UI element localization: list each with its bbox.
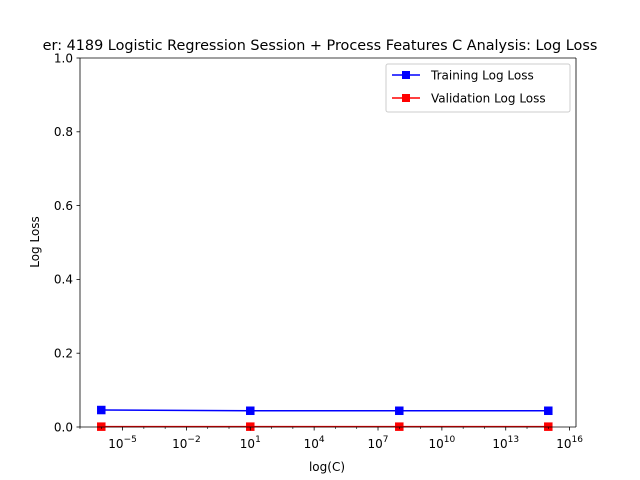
x-tick-label: 10−2: [172, 435, 201, 451]
y-tick-label: 0.2: [54, 347, 73, 361]
y-tick-label: 0.0: [54, 420, 73, 434]
y-tick-label: 0.6: [54, 199, 73, 213]
x-axis-label: log(C): [309, 460, 345, 474]
y-tick-label: 0.8: [54, 125, 73, 139]
plot-area: [80, 58, 576, 427]
plot-background: [80, 58, 576, 427]
y-tick-label: 0.4: [54, 273, 73, 287]
legend: Training Log Loss Validation Log Loss: [385, 63, 571, 113]
x-tick-label: 104: [304, 435, 325, 451]
x-axis-ticks: 10−5 10−2 101 104 107 1010 1013 1016: [79, 427, 583, 451]
y-axis-label: Log Loss: [28, 216, 42, 268]
axes-frame: [79, 57, 577, 428]
x-tick-label: 101: [240, 435, 261, 451]
legend-label-training-log-loss: Training Log Loss: [430, 68, 534, 82]
x-tick-label: 10−5: [108, 435, 137, 451]
x-tick-label: 1010: [429, 435, 456, 451]
legend-label-validation-log-loss: Validation Log Loss: [431, 91, 546, 105]
y-tick-label: 1.0: [54, 51, 73, 65]
chart-title: er: 4189 Logistic Regression Session + P…: [43, 38, 598, 54]
legend-marker-training-log-loss: [402, 71, 410, 79]
training-log-loss-line: [101, 409, 549, 412]
legend-box: [385, 63, 571, 113]
x-tick-label: 1013: [492, 435, 519, 451]
training-log-loss-point: [395, 406, 404, 416]
training-log-loss-point: [544, 406, 553, 416]
x-tick-label: 1016: [556, 435, 583, 451]
y-axis-ticks: 0.0 0.2 0.4 0.6 0.8 1.0: [54, 51, 80, 434]
x-tick-label: 107: [368, 435, 389, 451]
training-log-loss-point: [97, 405, 106, 415]
training-log-loss-point: [246, 406, 255, 416]
legend-marker-validation-log-loss: [402, 94, 410, 102]
